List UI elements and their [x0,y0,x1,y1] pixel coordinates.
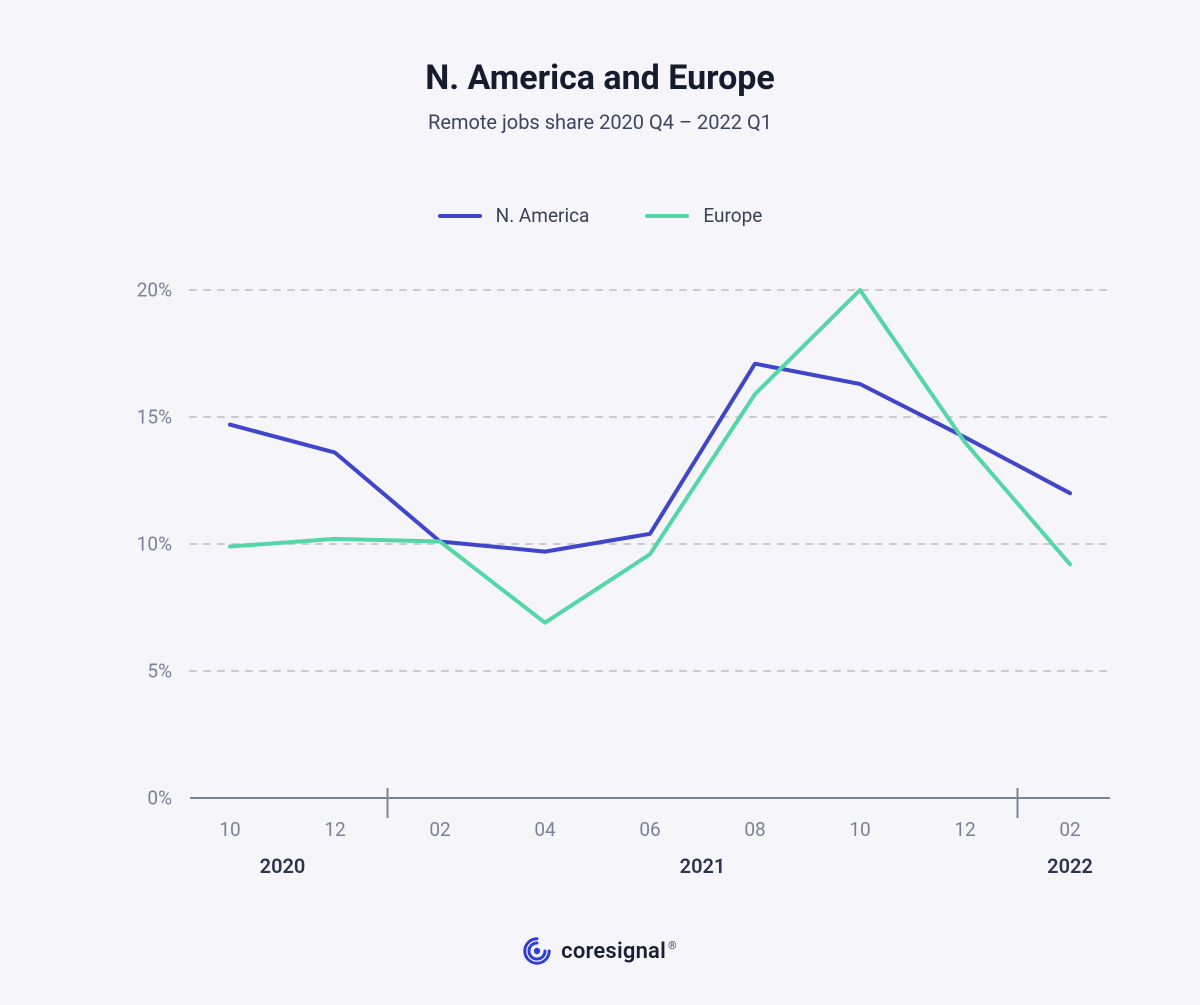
brand-name-text: coresignal [561,939,666,964]
y-tick-label: 5% [112,660,172,683]
x-tick-label: 12 [324,818,345,841]
brand-footer: coresignal® [0,937,1200,965]
registered-mark: ® [668,939,677,952]
year-label: 2021 [680,854,726,878]
year-label: 2020 [260,854,306,878]
year-label: 2022 [1047,854,1093,878]
brand-name: coresignal® [561,939,677,964]
y-tick-label: 20% [112,279,172,302]
x-tick-label: 02 [1059,818,1080,841]
x-tick-label: 08 [744,818,765,841]
x-tick-label: 10 [219,818,240,841]
y-tick-label: 0% [112,787,172,810]
x-tick-label: 06 [639,818,660,841]
y-tick-label: 15% [112,406,172,429]
x-tick-label: 10 [849,818,870,841]
chart-container: { "title": "N. America and Europe", "sub… [0,0,1200,1005]
x-tick-label: 02 [429,818,450,841]
chart-svg [0,0,1200,1005]
x-tick-label: 04 [534,818,555,841]
brand-logo-icon [523,937,551,965]
y-tick-label: 10% [112,533,172,556]
x-tick-label: 12 [954,818,975,841]
